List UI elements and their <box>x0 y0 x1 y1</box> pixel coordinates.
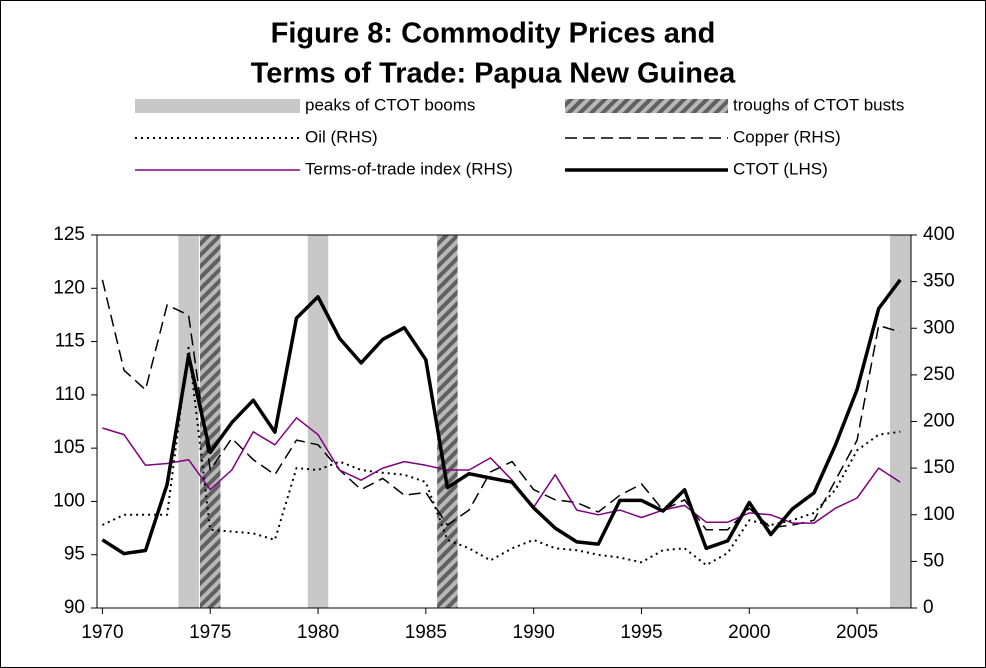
legend-label: Copper (RHS) <box>733 127 841 146</box>
y2-tick-label: 150 <box>923 457 955 478</box>
legend-swatch <box>565 99 728 113</box>
legend-label: troughs of CTOT busts <box>733 95 904 114</box>
shaded-band <box>889 235 911 608</box>
shaded-band <box>178 235 199 608</box>
y2-tick-label: 350 <box>923 271 955 292</box>
legend-label: CTOT (LHS) <box>733 159 828 178</box>
x-tick-label: 1990 <box>513 622 555 643</box>
y-tick-label: 115 <box>55 331 85 352</box>
x-tick-label: 1985 <box>405 622 447 643</box>
chart-title: Terms of Trade: Papua New Guinea <box>251 58 736 90</box>
series-line <box>102 417 901 524</box>
y-tick-label: 125 <box>53 224 85 245</box>
series-line <box>101 278 902 556</box>
y-tick-label: 95 <box>64 544 85 565</box>
y2-tick-label: 400 <box>923 224 955 245</box>
x-tick-label: 1970 <box>81 622 123 643</box>
legend-swatch <box>135 99 300 113</box>
y-tick-label: 120 <box>53 277 85 298</box>
y-tick-label: 90 <box>64 597 85 618</box>
shaded-band <box>437 235 458 608</box>
legend-label: peaks of CTOT booms <box>305 95 475 114</box>
y2-tick-label: 250 <box>923 364 955 385</box>
y-tick-label: 100 <box>53 490 85 511</box>
chart-title: Figure 8: Commodity Prices and <box>271 18 716 50</box>
x-tick-label: 2005 <box>836 622 878 643</box>
y2-tick-label: 50 <box>923 550 944 571</box>
y2-tick-label: 100 <box>923 504 955 525</box>
shaded-band <box>199 235 221 608</box>
shaded-band <box>307 235 329 608</box>
y-tick-label: 110 <box>55 384 85 405</box>
legend-label: Terms-of-trade index (RHS) <box>305 159 513 178</box>
x-tick-label: 2000 <box>728 622 770 643</box>
legend-label: Oil (RHS) <box>305 127 378 146</box>
x-tick-label: 1980 <box>297 622 339 643</box>
x-tick-label: 1975 <box>189 622 231 643</box>
y2-tick-label: 200 <box>923 411 955 432</box>
x-tick-label: 1995 <box>620 622 662 643</box>
y2-tick-label: 0 <box>923 597 934 618</box>
y-tick-label: 105 <box>53 437 85 458</box>
y2-tick-label: 300 <box>923 317 955 338</box>
series-line <box>101 279 901 531</box>
